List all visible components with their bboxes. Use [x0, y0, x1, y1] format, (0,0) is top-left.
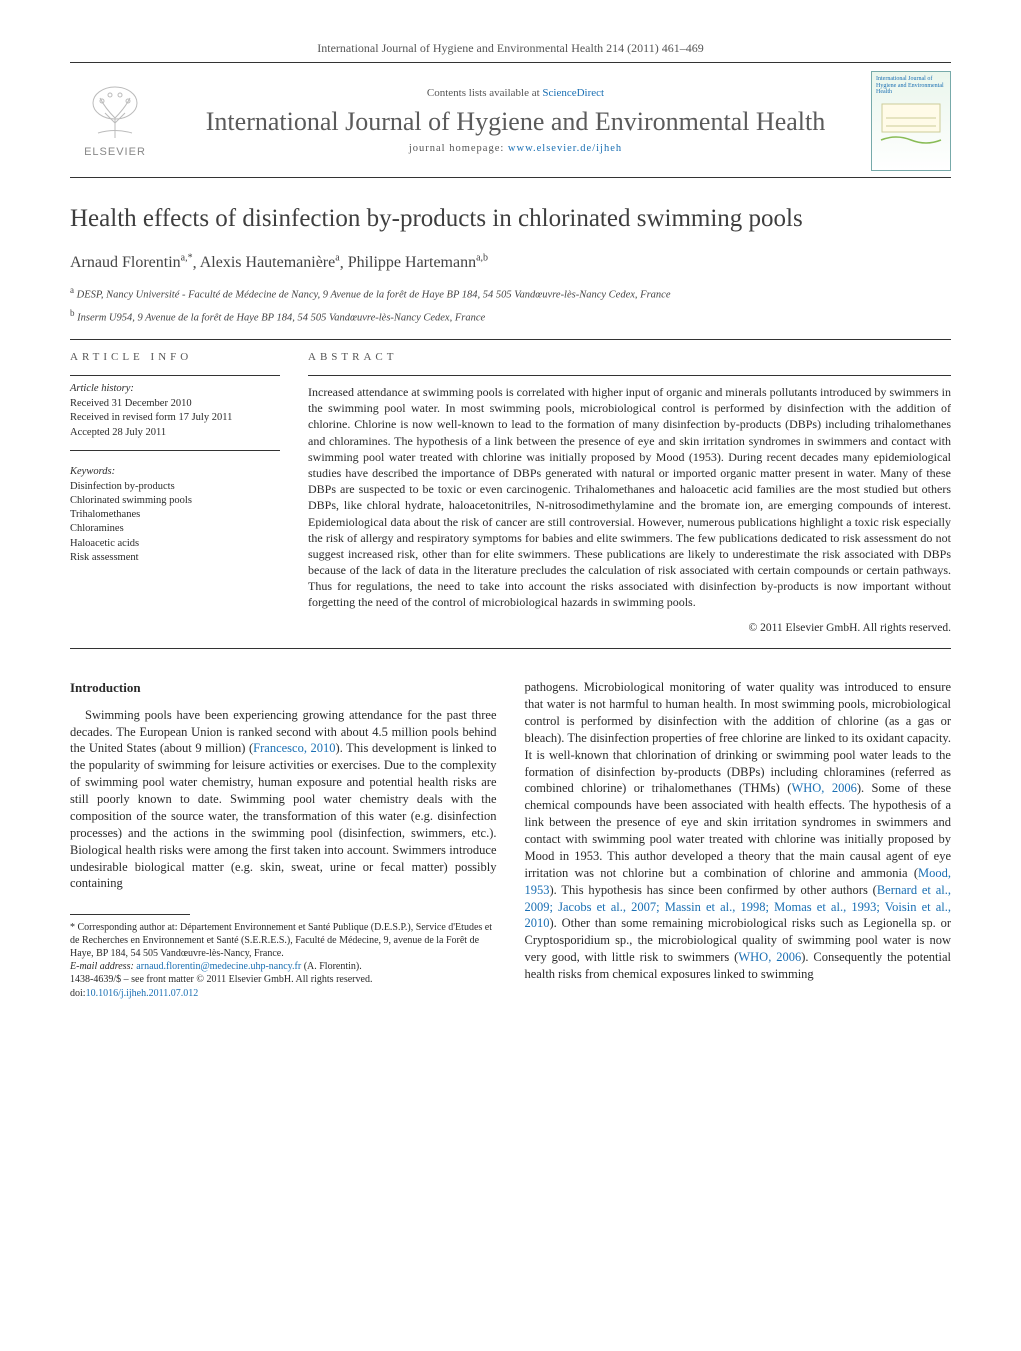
- revised-date: Received in revised form 17 July 2011: [70, 411, 280, 425]
- sciencedirect-link[interactable]: ScienceDirect: [542, 87, 604, 99]
- article-info-rule: [70, 375, 280, 376]
- author-2-name: Alexis Hautemanière: [200, 254, 336, 271]
- abstract-heading: abstract: [308, 350, 951, 365]
- article-history-head: Article history:: [70, 382, 280, 396]
- body-p2a: pathogens. Microbiological monitoring of…: [525, 680, 952, 795]
- pre-abstract-rule: [70, 339, 951, 340]
- email-suffix: (A. Florentin).: [301, 961, 362, 972]
- cover-title: International Journal of Hygiene and Env…: [876, 76, 946, 96]
- contents-prefix: Contents lists available at: [427, 87, 542, 99]
- running-citation: International Journal of Hygiene and Env…: [70, 40, 951, 56]
- journal-homepage-link[interactable]: www.elsevier.de/ijheh: [508, 143, 622, 154]
- contents-available-line: Contents lists available at ScienceDirec…: [170, 86, 861, 101]
- doi-link[interactable]: 10.1016/j.ijheh.2011.07.012: [86, 988, 199, 999]
- corresponding-email-link[interactable]: arnaud.florentin@medecine.uhp-nancy.fr: [136, 961, 301, 972]
- aff-a-sup: a: [70, 285, 74, 295]
- keyword-4: Chloramines: [70, 522, 280, 536]
- keywords-rule: [70, 450, 280, 451]
- keywords-head: Keywords:: [70, 465, 280, 479]
- corr-star: *: [70, 922, 78, 933]
- under-header-rule: [70, 177, 951, 178]
- author-3-name: Philippe Hartemann: [348, 254, 476, 271]
- cover-art-icon: [876, 96, 946, 146]
- body-columns: Introduction Swimming pools have been ex…: [70, 679, 951, 1000]
- issn-copyright-line: 1438-4639/$ – see front matter © 2011 El…: [70, 973, 497, 987]
- author-3-sup: a,b: [476, 253, 488, 264]
- article-title: Health effects of disinfection by-produc…: [70, 202, 951, 236]
- email-label: E-mail address:: [70, 961, 136, 972]
- article-info-block: article info Article history: Received 3…: [70, 350, 280, 636]
- body-p2c: ). This hypothesis has since been confir…: [550, 883, 877, 897]
- body-para-1: Swimming pools have been experiencing gr…: [70, 707, 497, 893]
- journal-cover-thumbnail: International Journal of Hygiene and Env…: [871, 71, 951, 171]
- journal-title: International Journal of Hygiene and Env…: [170, 107, 861, 137]
- keyword-5: Haloacetic acids: [70, 537, 280, 551]
- body-p1b: ). This development is linked to the pop…: [70, 741, 497, 890]
- author-3: Philippe Hartemanna,b: [348, 254, 488, 271]
- ref-who-2006-a[interactable]: WHO, 2006: [791, 781, 856, 795]
- doi-line: doi:10.1016/j.ijheh.2011.07.012: [70, 987, 497, 1001]
- aff-b-sup: b: [70, 308, 75, 318]
- elsevier-logo: ELSEVIER: [70, 76, 160, 166]
- corresponding-author-footnote: * Corresponding author at: Département E…: [70, 921, 497, 960]
- post-abstract-rule: [70, 648, 951, 649]
- author-list: Arnaud Florentina,*, Alexis Hautemanière…: [70, 252, 951, 274]
- journal-homepage-line: journal homepage: www.elsevier.de/ijheh: [170, 142, 861, 156]
- meta-row: article info Article history: Received 3…: [70, 350, 951, 636]
- body-p2b: ). Some of these chemical compounds have…: [525, 781, 952, 879]
- email-footnote: E-mail address: arnaud.florentin@medecin…: [70, 960, 497, 973]
- abstract-text: Increased attendance at swimming pools i…: [308, 384, 951, 611]
- aff-a-text: DESP, Nancy Université - Faculté de Méde…: [77, 289, 671, 300]
- author-1-name: Arnaud Florentin: [70, 254, 181, 271]
- keyword-6: Risk assessment: [70, 551, 280, 565]
- footnote-rule: [70, 914, 190, 915]
- ref-who-2006-b[interactable]: WHO, 2006: [738, 950, 801, 964]
- ref-francesco-2010[interactable]: Francesco, 2010: [253, 741, 335, 755]
- top-rule: [70, 62, 951, 63]
- corr-text: Corresponding author at: Département Env…: [70, 922, 492, 959]
- elsevier-tree-icon: [80, 83, 150, 143]
- homepage-prefix: journal homepage:: [409, 143, 508, 154]
- article-info-heading: article info: [70, 350, 280, 365]
- doi-label: doi:: [70, 988, 86, 999]
- author-1-sup: a,*: [181, 253, 193, 264]
- introduction-heading: Introduction: [70, 679, 497, 697]
- author-2-sup: a: [335, 253, 339, 264]
- accepted-date: Accepted 28 July 2011: [70, 426, 280, 440]
- abstract-block: abstract Increased attendance at swimmin…: [308, 350, 951, 636]
- author-2: Alexis Hautemanièrea: [200, 254, 340, 271]
- header-center: Contents lists available at ScienceDirec…: [160, 86, 871, 157]
- elsevier-logo-text: ELSEVIER: [84, 145, 146, 160]
- abstract-copyright: © 2011 Elsevier GmbH. All rights reserve…: [308, 621, 951, 637]
- abstract-rule: [308, 375, 951, 376]
- keyword-3: Trihalomethanes: [70, 508, 280, 522]
- author-1: Arnaud Florentina,*: [70, 254, 193, 271]
- journal-header: ELSEVIER Contents lists available at Sci…: [70, 71, 951, 171]
- affiliation-a: a DESP, Nancy Université - Faculté de Mé…: [70, 284, 951, 303]
- received-date: Received 31 December 2010: [70, 397, 280, 411]
- affiliation-b: b Inserm U954, 9 Avenue de la forêt de H…: [70, 307, 951, 326]
- keyword-2: Chlorinated swimming pools: [70, 494, 280, 508]
- body-para-2: pathogens. Microbiological monitoring of…: [525, 679, 952, 983]
- footnote-block: * Corresponding author at: Département E…: [70, 914, 497, 1000]
- keyword-1: Disinfection by-products: [70, 480, 280, 494]
- aff-b-text: Inserm U954, 9 Avenue de la forêt de Hay…: [77, 312, 485, 323]
